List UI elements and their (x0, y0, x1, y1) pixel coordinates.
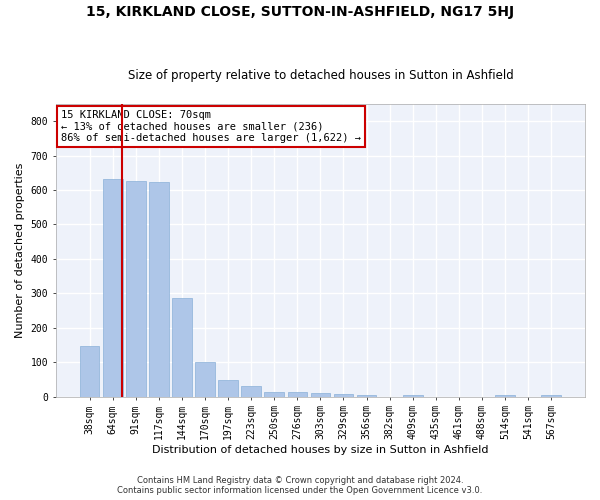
Title: Size of property relative to detached houses in Sutton in Ashfield: Size of property relative to detached ho… (128, 69, 513, 82)
Bar (241, 386, 261, 396)
Y-axis label: Number of detached properties: Number of detached properties (15, 162, 25, 338)
Bar (334, 394, 353, 396)
Bar (126, 181, 146, 396)
Bar (80, 346, 100, 397)
Bar (265, 392, 284, 396)
Text: 15, KIRKLAND CLOSE, SUTTON-IN-ASHFIELD, NG17 5HJ: 15, KIRKLAND CLOSE, SUTTON-IN-ASHFIELD, … (86, 5, 514, 19)
Bar (218, 380, 238, 396)
Bar (541, 395, 561, 396)
Bar (172, 298, 192, 396)
Text: Contains HM Land Registry data © Crown copyright and database right 2024.
Contai: Contains HM Land Registry data © Crown c… (118, 476, 482, 495)
Bar (103, 179, 122, 396)
Text: 15 KIRKLAND CLOSE: 70sqm
← 13% of detached houses are smaller (236)
86% of semi-: 15 KIRKLAND CLOSE: 70sqm ← 13% of detach… (61, 110, 361, 143)
Bar (311, 393, 330, 396)
Bar (287, 392, 307, 396)
X-axis label: Distribution of detached houses by size in Sutton in Ashfield: Distribution of detached houses by size … (152, 445, 488, 455)
Bar (357, 395, 376, 396)
Bar (403, 395, 422, 396)
Bar (195, 362, 215, 396)
Bar (495, 395, 515, 396)
Bar (149, 182, 169, 396)
